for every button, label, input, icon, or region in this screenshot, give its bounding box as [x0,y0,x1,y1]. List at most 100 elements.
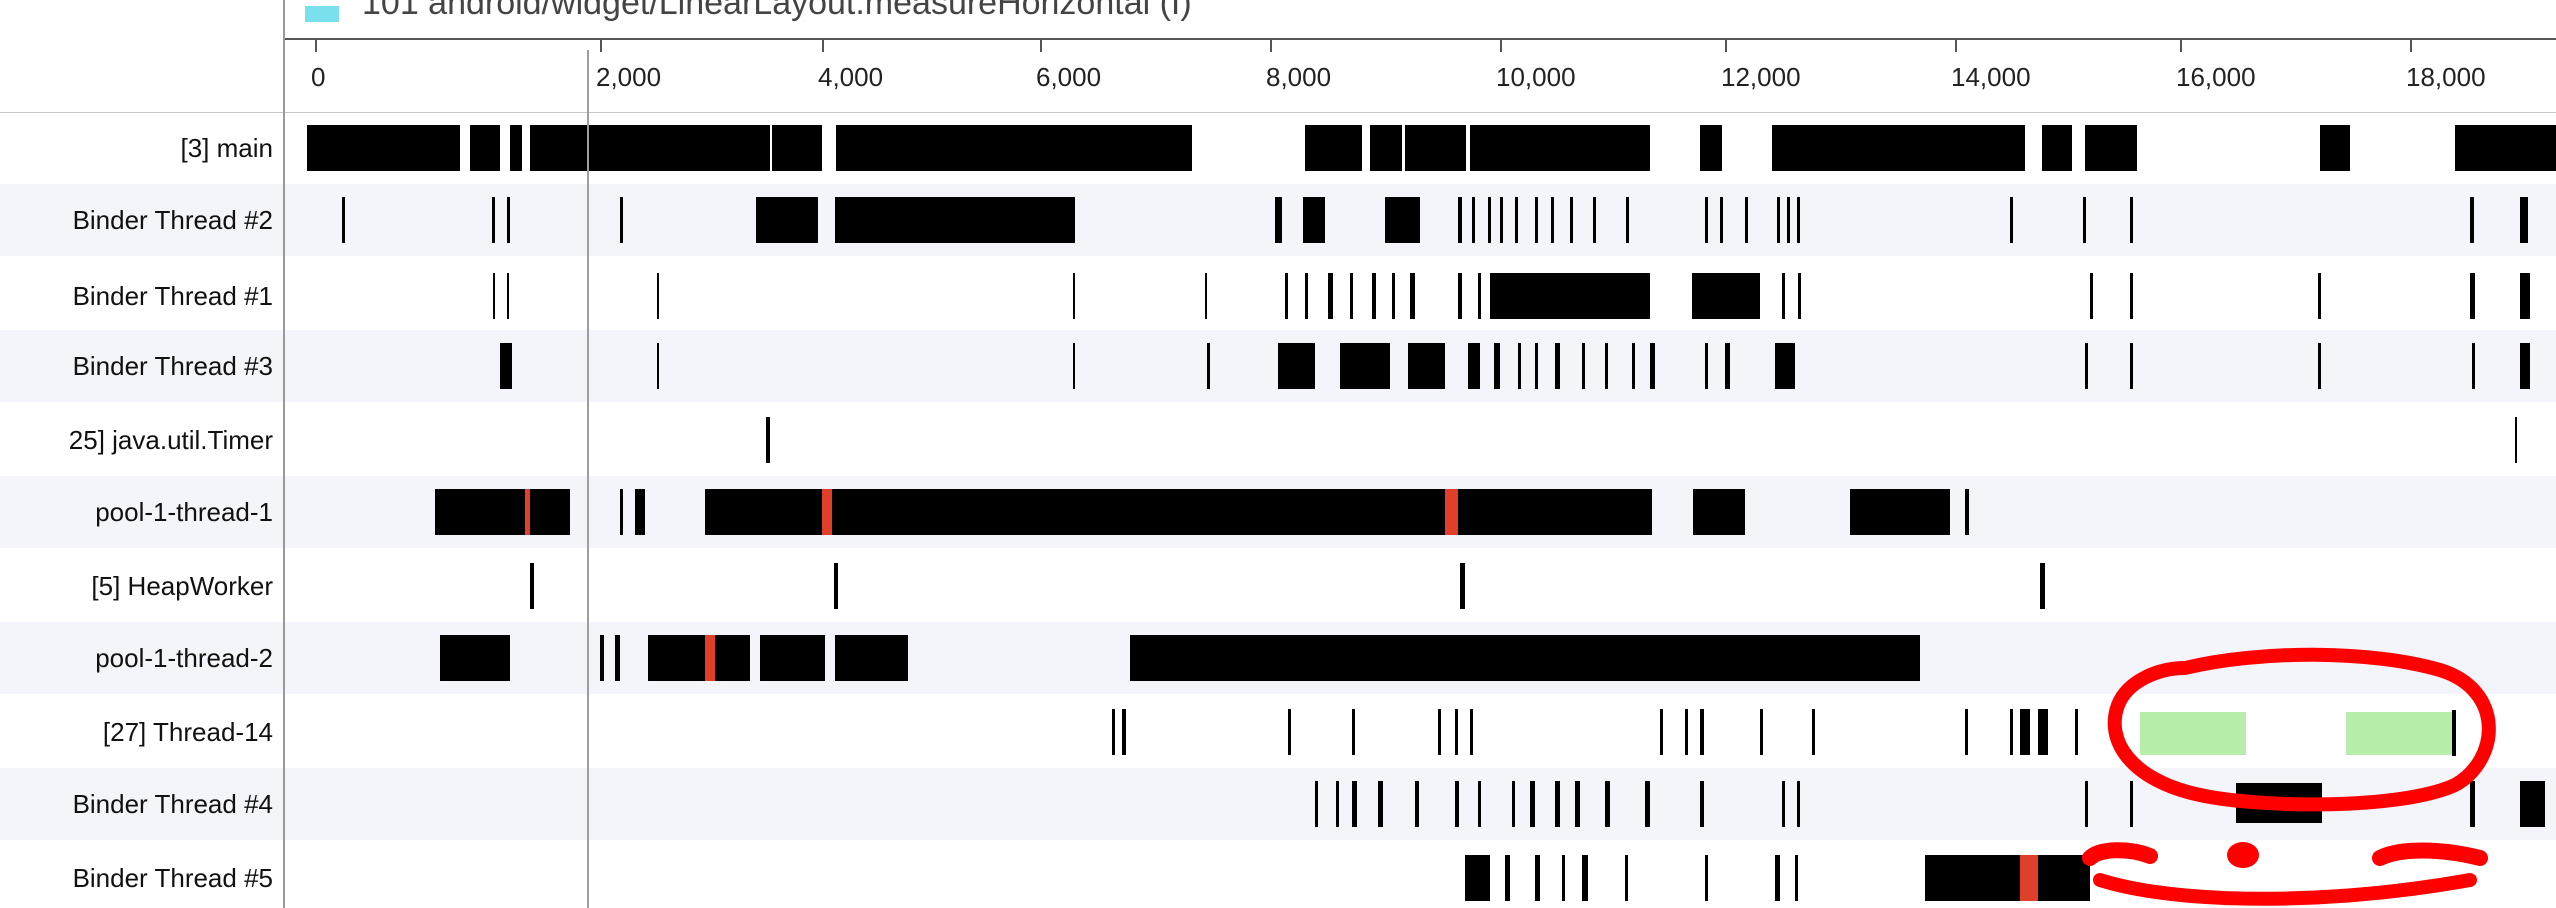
thread-segment[interactable] [1288,709,1291,755]
thread-segment[interactable] [1570,197,1573,243]
thread-segment[interactable] [615,635,620,681]
thread-segment[interactable] [1775,855,1780,901]
thread-segment[interactable] [1350,273,1353,319]
thread-segment[interactable] [1518,343,1521,389]
thread-segment[interactable] [1468,343,1480,389]
hot-segment[interactable] [525,489,530,535]
thread-row[interactable]: pool-1-thread-1 [0,476,2556,548]
thread-segment[interactable] [1555,343,1560,389]
thread-segment[interactable] [1470,709,1473,755]
thread-segment[interactable] [1625,855,1628,901]
thread-segment[interactable] [836,125,1192,171]
thread-segment[interactable] [1278,343,1315,389]
thread-segment[interactable] [500,343,512,389]
thread-segment[interactable] [620,489,623,535]
thread-segment[interactable] [2020,709,2030,755]
thread-segment[interactable] [1700,781,1704,827]
thread-segment[interactable] [1122,709,1126,755]
thread-segment[interactable] [1795,855,1798,901]
hot-segment[interactable] [822,489,832,535]
hot-segment[interactable] [2020,855,2038,901]
thread-segment[interactable] [835,197,1075,243]
thread-segment[interactable] [834,563,838,609]
thread-segment[interactable] [2520,197,2528,243]
thread-segment[interactable] [1490,273,1650,319]
thread-segment[interactable] [2085,781,2088,827]
thread-segment[interactable] [1315,781,1318,827]
thread-segment[interactable] [1782,781,1785,827]
thread-segment[interactable] [1500,197,1503,243]
thread-segment[interactable] [1328,273,1333,319]
thread-segment[interactable] [1787,197,1790,243]
thread-row[interactable]: Binder Thread #2 [0,184,2556,256]
thread-segment[interactable] [2520,781,2545,827]
thread-segment[interactable] [705,489,1652,535]
thread-segment[interactable] [1605,343,1608,389]
thread-segment[interactable] [648,635,750,681]
thread-segment[interactable] [635,489,645,535]
thread-segment[interactable] [1455,781,1459,827]
thread-segment[interactable] [1512,781,1515,827]
thread-segment[interactable] [1207,343,1210,389]
thread-segment[interactable] [1562,855,1565,901]
thread-segment[interactable] [1460,563,1465,609]
thread-segment[interactable] [2520,343,2530,389]
thread-segment[interactable] [1505,855,1510,901]
time-cursor[interactable] [587,50,589,908]
thread-segment[interactable] [1370,125,1402,171]
thread-segment[interactable] [1692,273,1760,319]
thread-segment[interactable] [2318,343,2321,389]
thread-segment[interactable] [2010,197,2013,243]
thread-segment[interactable] [493,273,495,319]
thread-segment[interactable] [2083,197,2086,243]
thread-segment[interactable] [1378,781,1383,827]
thread-segment[interactable] [1777,197,1780,243]
thread-segment[interactable] [1650,343,1655,389]
thread-segment[interactable] [2130,343,2133,389]
thread-segment[interactable] [1535,855,1540,901]
thread-segment[interactable] [1705,855,1708,901]
thread-segment[interactable] [2320,125,2350,171]
thread-segment[interactable] [530,125,770,171]
thread-row[interactable]: Binder Thread #4 [0,768,2556,840]
thread-segment[interactable] [1336,781,1339,827]
thread-segment[interactable] [1797,197,1800,243]
thread-segment[interactable] [1530,781,1535,827]
thread-segment[interactable] [1340,343,1390,389]
thread-segment[interactable] [600,635,604,681]
thread-segment[interactable] [1494,343,1500,389]
thread-segment[interactable] [1798,273,1801,319]
thread-segment[interactable] [2042,125,2072,171]
thread-segment[interactable] [1782,273,1785,319]
thread-segment[interactable] [2515,417,2517,463]
thread-segment[interactable] [1797,781,1800,827]
thread-row[interactable]: [27] Thread-14 [0,696,2556,768]
thread-segment[interactable] [1478,273,1481,319]
thread-segment[interactable] [1073,343,1075,389]
thread-segment[interactable] [1465,855,1490,901]
thread-segment[interactable] [1775,343,1795,389]
thread-segment[interactable] [1812,709,1815,755]
thread-segment[interactable] [2520,273,2530,319]
thread-segment[interactable] [1965,709,1968,755]
thread-segment[interactable] [1415,781,1419,827]
thread-segment[interactable] [1303,197,1325,243]
thread-segment[interactable] [2130,197,2133,243]
thread-segment[interactable] [1470,125,1650,171]
thread-segment[interactable] [435,489,570,535]
thread-segment[interactable] [657,273,659,319]
thread-segment[interactable] [2470,197,2474,243]
thread-segment[interactable] [772,125,822,171]
thread-row[interactable]: [3] main [0,112,2556,184]
thread-segment[interactable] [470,125,500,171]
thread-row[interactable]: pool-1-thread-2 [0,622,2556,694]
thread-segment[interactable] [2472,343,2475,389]
thread-segment[interactable] [1408,343,1445,389]
thread-segment[interactable] [1693,489,1745,535]
thread-segment[interactable] [1465,635,1920,681]
thread-segment[interactable] [2470,781,2475,827]
thread-segment[interactable] [492,197,495,243]
thread-segment[interactable] [2085,125,2137,171]
thread-segment[interactable] [307,125,460,171]
thread-segment[interactable] [1438,709,1441,755]
